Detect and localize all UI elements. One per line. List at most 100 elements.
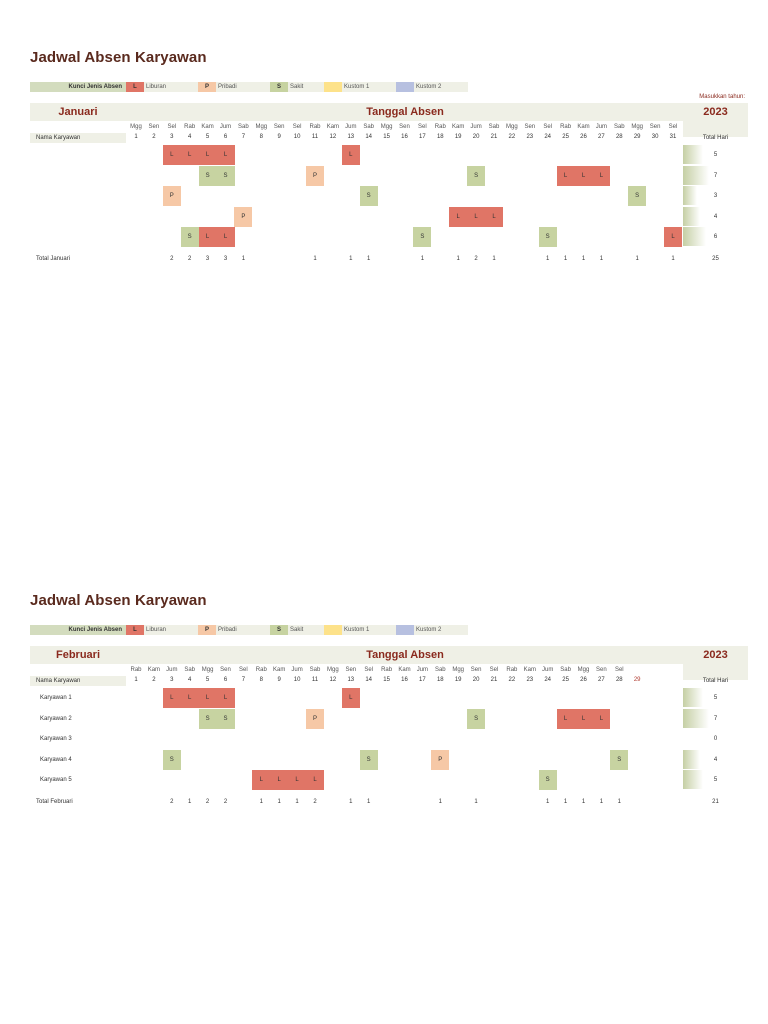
day-number-label: 18 (436, 677, 444, 683)
total-days-databar (683, 708, 709, 728)
absence-type-legend: Kunci Jenis Absen L Liburan P Pribadi S … (30, 82, 468, 92)
employee-name[interactable]: Karyawan 4 (40, 756, 72, 763)
absence-cell-s[interactable]: S (538, 770, 557, 790)
day-of-week-label: Sab (184, 667, 196, 673)
absence-cell-l[interactable]: L (180, 688, 199, 708)
employee-name[interactable]: Karyawan 1 (40, 695, 72, 701)
legend-label-sakit: Sakit (290, 627, 304, 633)
absence-cell-p[interactable]: P (162, 186, 181, 206)
absence-cell-s[interactable]: S (162, 749, 181, 770)
absence-cell-l[interactable]: L (288, 770, 307, 790)
legend-label-kustom1: Kustom 1 (344, 627, 370, 633)
day-number-label: 19 (454, 134, 462, 140)
absence-cell-s[interactable]: S (467, 165, 486, 186)
total-days-databar (683, 688, 703, 707)
legend-swatch-liburan: L (126, 625, 144, 635)
absence-cell-s[interactable]: S (467, 708, 486, 729)
absence-cell-l[interactable]: L (162, 688, 181, 708)
day-total-value: 1 (241, 255, 246, 262)
employee-name[interactable]: Karyawan 5 (40, 777, 72, 783)
absence-cell-l[interactable]: L (556, 165, 575, 186)
day-number-label: 8 (259, 134, 263, 140)
absence-cell-l[interactable]: L (485, 206, 503, 227)
header-band (30, 646, 748, 664)
day-total-value: 1 (581, 255, 586, 262)
day-number-label: 3 (170, 134, 174, 140)
absence-cell-s[interactable]: S (413, 227, 432, 247)
absence-cell-s[interactable]: S (198, 708, 217, 729)
absence-cell-p[interactable]: P (431, 749, 450, 770)
absence-cell-l[interactable]: L (216, 688, 235, 708)
day-of-week-label: Sen (220, 667, 231, 673)
absence-cell-l[interactable]: L (664, 227, 682, 247)
absence-cell-l[interactable]: L (270, 770, 289, 790)
day-of-week-label: Jum (219, 124, 232, 130)
day-number-label: 4 (188, 134, 192, 140)
day-number-label: 26 (580, 134, 587, 140)
day-of-week-label: Kam (326, 124, 340, 130)
day-number-label: 13 (347, 134, 355, 140)
employee-name[interactable]: Karyawan 3 (40, 736, 72, 742)
total-days-databar (683, 227, 706, 246)
absence-cell-l[interactable]: L (467, 206, 486, 227)
day-total-value: 2 (205, 798, 210, 805)
absence-cell-p[interactable]: P (306, 708, 324, 729)
absence-cell-s[interactable]: S (216, 708, 235, 729)
day-number-label: 10 (293, 677, 301, 683)
absence-cell-s[interactable]: S (610, 749, 629, 770)
year-input[interactable]: 2023 (683, 646, 748, 680)
day-number-label: 18 (436, 134, 444, 140)
absence-cell-l[interactable]: L (449, 206, 468, 227)
day-of-week-label: Kam (201, 124, 214, 130)
absence-cell-s[interactable]: S (216, 165, 235, 186)
day-of-week-label: Mgg (380, 124, 393, 130)
absence-cell-l[interactable]: L (592, 165, 611, 186)
day-of-week-label: Sen (399, 124, 410, 130)
absence-cell-l[interactable]: L (574, 165, 593, 186)
absence-cell-l[interactable]: L (556, 708, 575, 729)
absence-cell-s[interactable]: S (180, 227, 199, 247)
absence-cell-l[interactable]: L (341, 145, 360, 165)
absence-cell-l[interactable]: L (162, 145, 181, 165)
absence-cell-s[interactable]: S (359, 749, 378, 770)
absence-cell-l[interactable]: L (252, 770, 271, 790)
absence-cell-l[interactable]: L (341, 688, 360, 708)
absence-cell-p[interactable]: P (234, 206, 253, 227)
absence-cell-p[interactable]: P (306, 165, 324, 186)
day-of-week-label: Sen (345, 667, 357, 673)
day-number-label: 2 (152, 134, 156, 140)
day-number-label: 2 (152, 677, 156, 683)
employee-total-days: 7 (713, 715, 718, 722)
day-total-value: 1 (581, 798, 586, 805)
page-title: Jadwal Absen Karyawan (30, 592, 207, 609)
employee-name[interactable]: Karyawan 2 (40, 715, 72, 722)
employee-total-days: 6 (713, 234, 718, 240)
day-of-week-label: Sel (292, 124, 302, 130)
absence-cell-l[interactable]: L (198, 227, 217, 247)
absence-cell-s[interactable]: S (538, 227, 557, 247)
day-of-week-label: Kam (147, 667, 161, 673)
legend-label-pribadi: Pribadi (218, 84, 237, 90)
day-number-label: 28 (615, 134, 623, 140)
day-total-value: 1 (474, 798, 478, 805)
absence-cell-s[interactable]: S (359, 186, 378, 206)
absence-cell-l[interactable]: L (198, 688, 217, 708)
day-of-week-label: Jum (291, 667, 303, 673)
day-total-value: 1 (599, 255, 604, 262)
day-total-value: 1 (438, 798, 442, 805)
absence-cell-l[interactable]: L (216, 227, 235, 247)
absence-cell-l[interactable]: L (216, 145, 235, 165)
absence-cell-l[interactable]: L (306, 770, 324, 790)
day-number-label: 12 (329, 134, 337, 140)
absence-cell-s[interactable]: S (198, 165, 217, 186)
absence-cell-l[interactable]: L (180, 145, 199, 165)
year-input[interactable]: 2023 (683, 103, 748, 137)
absence-cell-l[interactable]: L (592, 708, 611, 729)
legend-label-pribadi: Pribadi (218, 627, 237, 633)
absence-cell-l[interactable]: L (574, 708, 593, 729)
legend-title: Kunci Jenis Absen (30, 625, 126, 635)
day-number-label: 24 (544, 134, 552, 140)
absence-cell-l[interactable]: L (198, 145, 217, 165)
absence-cell-s[interactable]: S (628, 186, 647, 206)
day-of-week-label: Sen (596, 667, 607, 673)
